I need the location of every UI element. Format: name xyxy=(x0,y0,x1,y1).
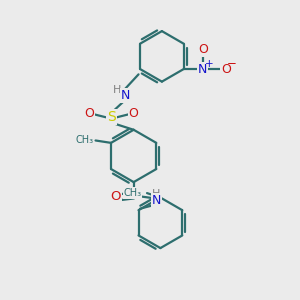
Text: CH₃: CH₃ xyxy=(75,136,93,146)
Text: −: − xyxy=(227,58,237,70)
Text: CH₃: CH₃ xyxy=(124,188,142,198)
Text: +: + xyxy=(205,59,214,69)
Text: O: O xyxy=(198,43,208,56)
Text: O: O xyxy=(111,190,121,203)
Text: S: S xyxy=(107,110,116,124)
Text: N: N xyxy=(198,62,208,76)
Text: O: O xyxy=(221,62,231,76)
Text: N: N xyxy=(121,89,130,102)
Text: H: H xyxy=(152,189,160,199)
Text: O: O xyxy=(84,107,94,120)
Text: O: O xyxy=(129,107,139,120)
Text: N: N xyxy=(152,194,161,207)
Text: H: H xyxy=(113,85,122,95)
